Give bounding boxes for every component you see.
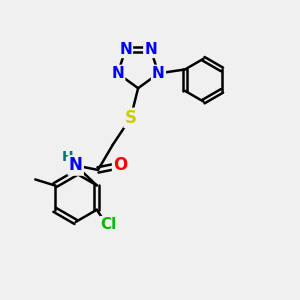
Text: N: N bbox=[111, 66, 124, 81]
Text: O: O bbox=[113, 157, 127, 175]
Text: N: N bbox=[119, 42, 132, 57]
Text: N: N bbox=[69, 157, 82, 175]
Text: H: H bbox=[61, 150, 73, 164]
Text: S: S bbox=[125, 109, 137, 127]
Text: N: N bbox=[144, 42, 157, 57]
Text: Cl: Cl bbox=[100, 217, 117, 232]
Text: N: N bbox=[152, 66, 165, 81]
